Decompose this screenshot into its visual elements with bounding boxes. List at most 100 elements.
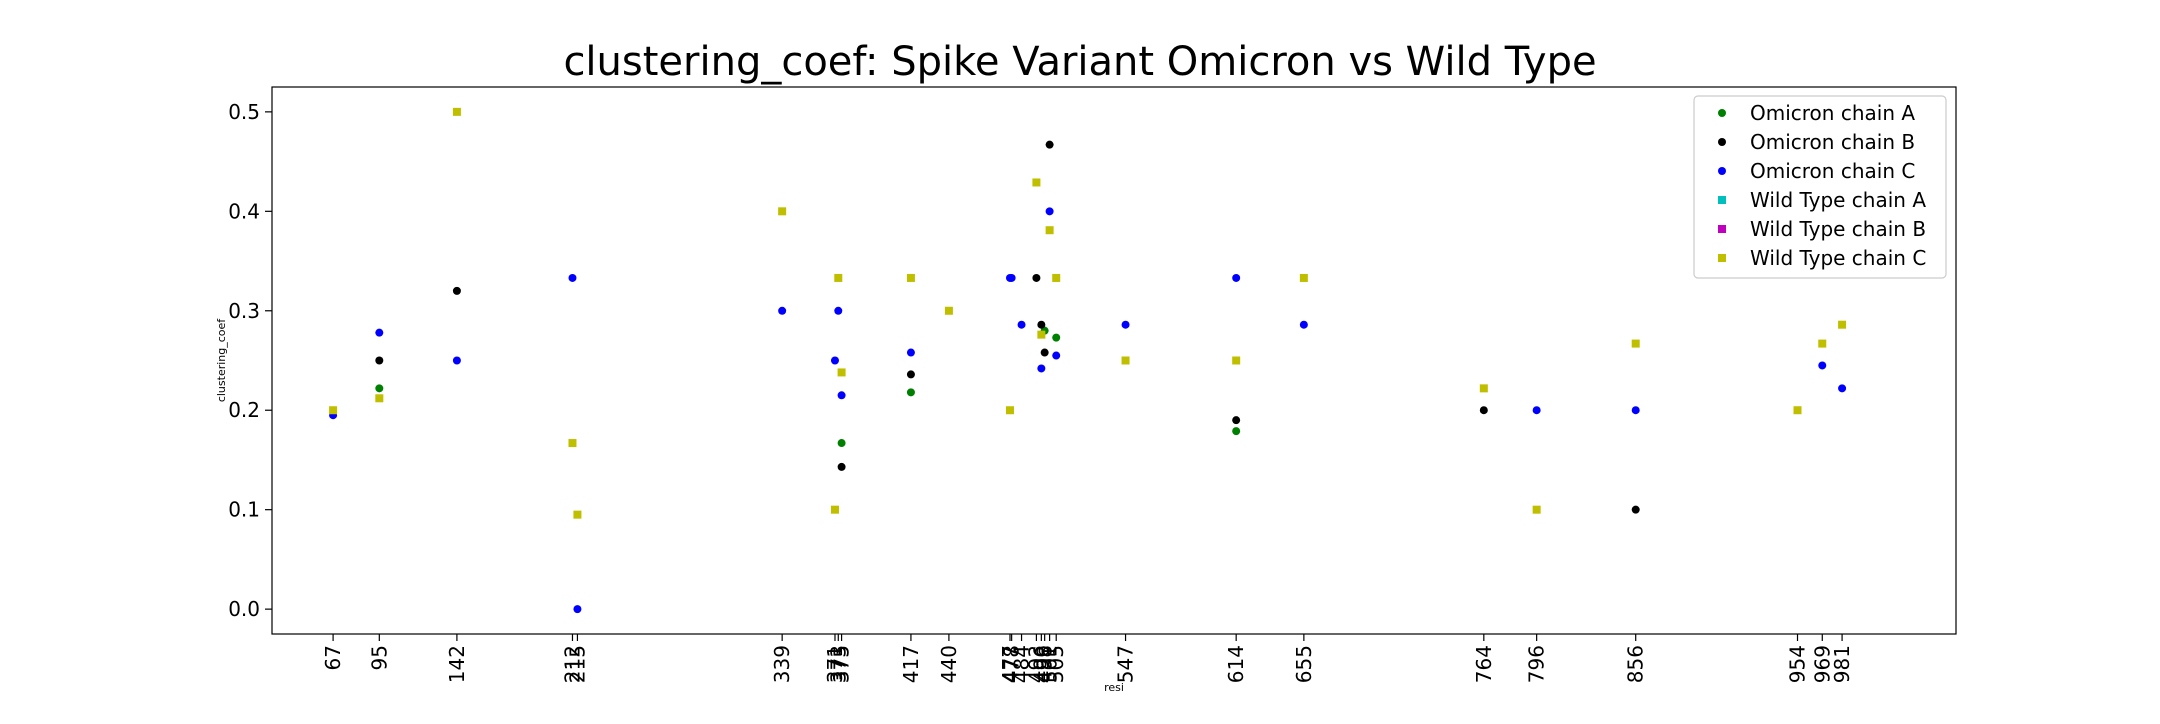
data-point bbox=[778, 207, 787, 216]
x-tick-label: 440 bbox=[937, 645, 961, 683]
x-tick-label: 212 bbox=[560, 645, 584, 683]
data-point bbox=[452, 286, 461, 295]
data-point bbox=[1045, 140, 1054, 149]
x-tick-label: 375 bbox=[830, 645, 854, 683]
x-tick-label: 478 bbox=[1000, 645, 1024, 683]
data-point bbox=[834, 273, 843, 282]
data-point bbox=[1232, 427, 1241, 436]
chart-title: clustering_coef: Spike Variant Omicron v… bbox=[563, 39, 1596, 85]
data-point bbox=[1005, 406, 1014, 415]
legend-label: Omicron chain C bbox=[1750, 159, 1915, 183]
data-point bbox=[1037, 330, 1046, 339]
x-tick-label: 614 bbox=[1224, 645, 1248, 683]
data-point bbox=[834, 306, 843, 315]
data-point bbox=[568, 439, 577, 448]
data-point bbox=[573, 605, 582, 614]
data-point bbox=[1299, 273, 1308, 282]
legend-label: Omicron chain B bbox=[1750, 130, 1915, 154]
data-point bbox=[1631, 339, 1640, 348]
data-point bbox=[452, 107, 461, 116]
data-point bbox=[1299, 320, 1308, 329]
data-point bbox=[837, 391, 846, 400]
data-point bbox=[1037, 320, 1046, 329]
data-point bbox=[375, 356, 384, 365]
y-tick-label: 0.4 bbox=[228, 199, 260, 223]
x-tick-label: 981 bbox=[1830, 645, 1854, 683]
x-tick-label: 547 bbox=[1114, 645, 1138, 683]
data-point bbox=[1232, 356, 1241, 365]
data-point bbox=[1052, 273, 1061, 282]
x-tick-label: 501 bbox=[1038, 645, 1062, 683]
data-point bbox=[452, 356, 461, 365]
data-point bbox=[1045, 207, 1054, 216]
legend-label: Omicron chain A bbox=[1750, 101, 1915, 125]
data-point bbox=[1040, 348, 1049, 357]
x-axis-label: resi bbox=[1104, 681, 1124, 694]
x-tick-label: 498 bbox=[1033, 645, 1057, 683]
data-point bbox=[1631, 406, 1640, 415]
x-tick-label: 496 bbox=[1029, 645, 1053, 683]
plot-frame bbox=[271, 86, 1957, 635]
y-tick-label: 0.3 bbox=[228, 299, 260, 323]
x-tick-label: 856 bbox=[1624, 645, 1648, 683]
data-point bbox=[1121, 356, 1130, 365]
data-point bbox=[1007, 273, 1016, 282]
points-layer bbox=[329, 107, 1847, 614]
data-point bbox=[778, 306, 787, 315]
x-tick-label: 371 bbox=[823, 645, 847, 683]
data-point bbox=[837, 462, 846, 471]
data-point bbox=[1793, 406, 1802, 415]
legend-marker bbox=[1718, 109, 1726, 117]
data-point bbox=[1121, 320, 1130, 329]
data-point bbox=[1045, 226, 1054, 235]
y-axis: 0.0 0.1 0.2 0.3 0.4 0.5 bbox=[228, 100, 272, 621]
data-point bbox=[1037, 364, 1046, 373]
data-point bbox=[837, 368, 846, 377]
data-point bbox=[1838, 320, 1847, 329]
x-tick-label: 655 bbox=[1292, 645, 1316, 683]
data-point bbox=[375, 384, 384, 393]
data-point bbox=[1479, 406, 1488, 415]
x-tick-label: 67 bbox=[321, 645, 345, 670]
x-tick-label: 339 bbox=[770, 645, 794, 683]
legend: Omicron chain A Omicron chain B Omicron ch… bbox=[1693, 95, 1947, 279]
x-tick-label: 95 bbox=[367, 645, 391, 670]
data-point bbox=[906, 348, 915, 357]
legend-marker bbox=[1718, 138, 1726, 146]
legend-marker bbox=[1718, 254, 1726, 262]
legend-marker bbox=[1718, 167, 1726, 175]
data-point bbox=[1017, 320, 1026, 329]
data-point bbox=[1232, 273, 1241, 282]
x-tick-label: 142 bbox=[445, 645, 469, 683]
data-point bbox=[906, 388, 915, 397]
data-point bbox=[1532, 505, 1541, 514]
data-point bbox=[1818, 339, 1827, 348]
data-point bbox=[1032, 178, 1041, 187]
x-tick-label: 954 bbox=[1786, 645, 1810, 683]
y-tick-label: 0.0 bbox=[228, 597, 260, 621]
x-tick-label: 493 bbox=[1024, 645, 1048, 683]
data-point bbox=[568, 273, 577, 282]
data-point bbox=[1232, 416, 1241, 425]
data-point bbox=[906, 273, 915, 282]
legend-marker bbox=[1718, 225, 1726, 233]
data-point bbox=[906, 370, 915, 379]
y-axis-label: clustering_coef bbox=[215, 318, 228, 402]
data-point bbox=[837, 439, 846, 448]
data-point bbox=[1631, 505, 1640, 514]
y-tick-label: 0.5 bbox=[228, 100, 260, 124]
data-point bbox=[1532, 406, 1541, 415]
x-tick-label: 764 bbox=[1472, 645, 1496, 683]
x-tick-label: 969 bbox=[1810, 645, 1834, 683]
x-tick-label: 477 bbox=[998, 645, 1022, 683]
x-tick-label: 796 bbox=[1525, 645, 1549, 683]
data-point bbox=[329, 406, 338, 415]
legend-label: Wild Type chain A bbox=[1750, 188, 1926, 212]
x-tick-label: 484 bbox=[1010, 645, 1034, 683]
legend-marker bbox=[1718, 196, 1726, 204]
x-tick-label: 417 bbox=[899, 645, 923, 683]
data-point bbox=[1052, 351, 1061, 360]
